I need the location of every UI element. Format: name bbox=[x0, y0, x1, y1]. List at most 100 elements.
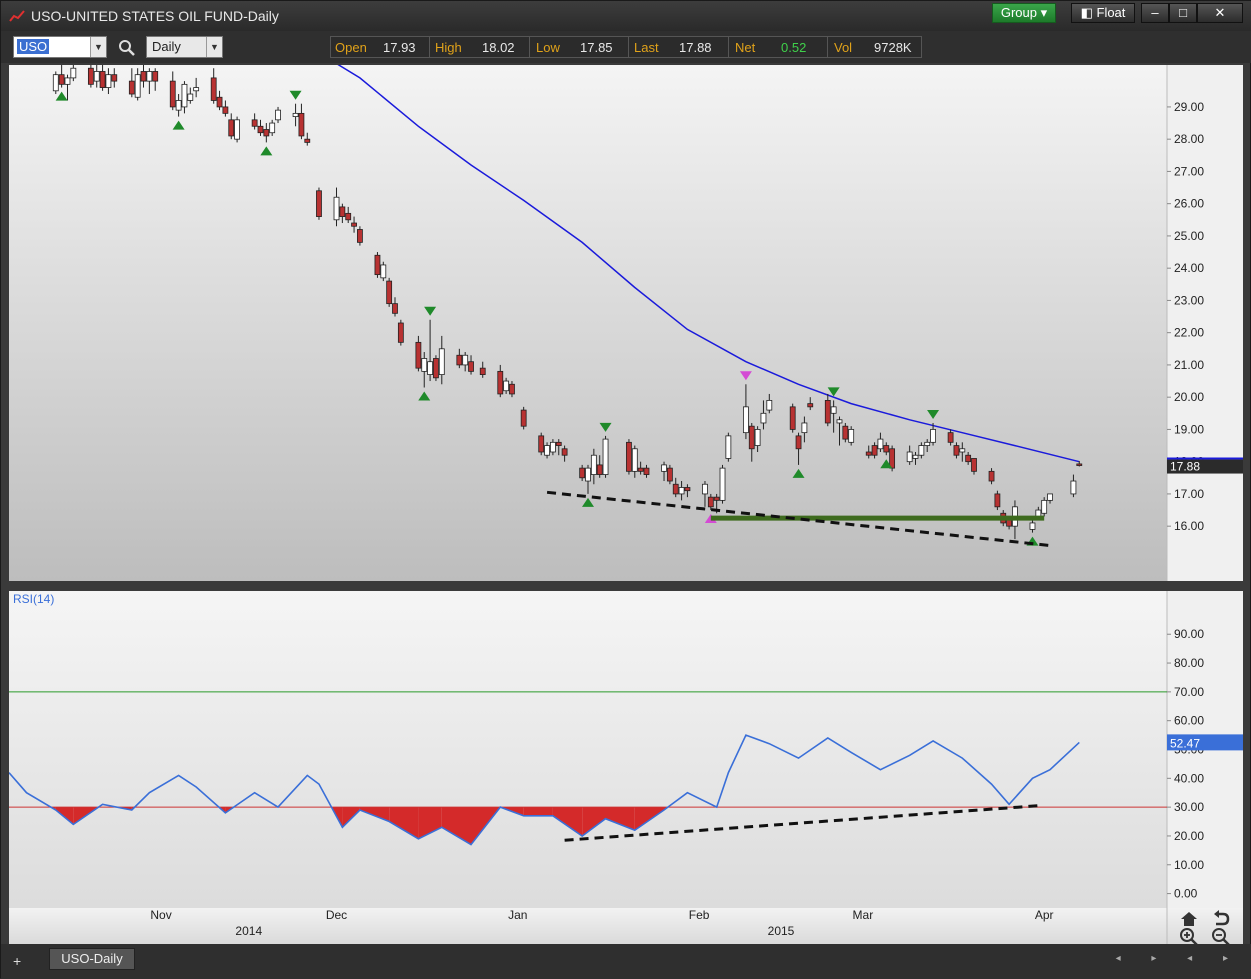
group-button[interactable]: Group ▾ bbox=[992, 3, 1056, 23]
title-bar: USO-UNITED STATES OIL FUND-Daily Group ▾… bbox=[1, 1, 1251, 31]
candle-body bbox=[1070, 480, 1077, 495]
candle-body bbox=[456, 354, 463, 366]
candle-body bbox=[725, 435, 732, 459]
candle-body bbox=[994, 493, 1001, 508]
candle-body bbox=[357, 229, 363, 243]
rsi-line bbox=[8, 734, 1080, 846]
marker-up bbox=[55, 91, 68, 101]
marker-down bbox=[424, 306, 437, 316]
candle-body bbox=[316, 190, 322, 217]
x-axis[interactable]: Nov Dec Jan Feb Mar Apr 2014 2015 bbox=[9, 908, 1243, 946]
year-label: 2014 bbox=[235, 924, 262, 938]
candle-body bbox=[906, 451, 913, 463]
candle-body bbox=[99, 71, 106, 88]
candle-body bbox=[626, 441, 632, 472]
candle-body bbox=[1006, 519, 1012, 527]
candle-body bbox=[754, 429, 761, 446]
float-button[interactable]: ◧ Float bbox=[1071, 3, 1135, 23]
price-chart[interactable]: 16.0017.0018.0019.0020.0021.0022.0023.00… bbox=[9, 45, 1243, 581]
candle-body bbox=[713, 496, 720, 501]
month-label: Feb bbox=[689, 908, 710, 922]
candle-body bbox=[111, 74, 118, 82]
price-tick-label: 21.00 bbox=[1174, 358, 1204, 372]
candle-body bbox=[433, 358, 439, 379]
symbol-text: USO bbox=[17, 39, 50, 54]
candle-body bbox=[988, 470, 995, 482]
candle-body bbox=[836, 419, 843, 424]
price-panel[interactable]: 16.0017.0018.0019.0020.0021.0022.0023.00… bbox=[9, 45, 1243, 581]
close-button[interactable]: ✕ bbox=[1197, 3, 1243, 23]
candle-body bbox=[298, 112, 305, 137]
chevron-down-icon[interactable]: ▼ bbox=[90, 37, 106, 57]
price-tick-label: 19.00 bbox=[1174, 422, 1204, 436]
symbol-input[interactable]: USO ▼ bbox=[13, 36, 107, 58]
maximize-button[interactable]: □ bbox=[1169, 3, 1197, 23]
minimize-button[interactable]: – bbox=[1141, 3, 1169, 23]
candle-body bbox=[152, 71, 159, 82]
candle-body bbox=[789, 406, 796, 430]
candle-body bbox=[1035, 509, 1042, 517]
tab-uso-daily[interactable]: USO-Daily bbox=[49, 948, 135, 970]
chevron-down-icon[interactable]: ▼ bbox=[206, 37, 222, 57]
rsi-oversold-fill bbox=[582, 807, 606, 836]
rsi-panel[interactable]: 0.0010.0020.0030.0040.0050.0060.0070.008… bbox=[8, 591, 1243, 908]
candle-body bbox=[555, 441, 562, 446]
marker-up bbox=[582, 497, 594, 507]
rsi-chart[interactable]: 0.0010.0020.0030.0040.0050.0060.0070.008… bbox=[8, 591, 1243, 908]
zoom-out-icon[interactable] bbox=[1210, 926, 1232, 946]
candle-body bbox=[1047, 493, 1053, 501]
candle-body bbox=[871, 445, 878, 456]
rsi-oversold-fill bbox=[605, 807, 635, 831]
candle-body bbox=[128, 80, 135, 95]
rsi-title: RSI(14) bbox=[13, 592, 54, 606]
undo-icon[interactable] bbox=[1210, 909, 1232, 929]
candle-body bbox=[748, 425, 755, 450]
rsi-tick-label: 90.00 bbox=[1174, 627, 1204, 641]
period-select[interactable]: Daily ▼ bbox=[146, 36, 223, 58]
candle-body bbox=[438, 348, 445, 375]
candle-body bbox=[169, 80, 176, 108]
price-tick-label: 17.00 bbox=[1174, 487, 1204, 501]
price-tick-label: 20.00 bbox=[1174, 390, 1204, 404]
candle-body bbox=[503, 380, 510, 392]
candle-body bbox=[707, 496, 714, 508]
month-label: Apr bbox=[1035, 908, 1054, 922]
open-value: 17.93 bbox=[383, 40, 416, 55]
vol-value: 9728K bbox=[874, 40, 912, 55]
candle-body bbox=[415, 341, 422, 369]
candle-body bbox=[52, 74, 59, 92]
float-label: Float bbox=[1096, 5, 1126, 20]
candle-body bbox=[468, 361, 474, 372]
add-tab-button[interactable]: + bbox=[13, 953, 22, 969]
candle-body bbox=[70, 67, 77, 79]
candle-body bbox=[181, 83, 188, 108]
open-label: Open bbox=[335, 40, 367, 55]
year-label: 2015 bbox=[768, 924, 795, 938]
price-axis-bg bbox=[1167, 65, 1243, 581]
candle-body bbox=[544, 445, 550, 456]
candle-body bbox=[397, 322, 404, 343]
home-icon[interactable] bbox=[1178, 909, 1200, 929]
window-title: USO-UNITED STATES OIL FUND-Daily bbox=[31, 8, 279, 24]
candle-body bbox=[222, 106, 229, 114]
search-icon[interactable] bbox=[118, 39, 136, 57]
candle-body bbox=[228, 119, 235, 137]
candle-body bbox=[64, 77, 71, 85]
rsi-tick-label: 60.00 bbox=[1174, 714, 1204, 728]
marker-up bbox=[260, 146, 273, 156]
candle-body bbox=[462, 354, 469, 366]
zoom-in-icon[interactable] bbox=[1178, 926, 1200, 946]
panel-divider[interactable] bbox=[9, 581, 1243, 591]
marker-down bbox=[927, 409, 940, 419]
candle-body bbox=[339, 206, 346, 217]
candle-body bbox=[848, 429, 855, 443]
candle-body bbox=[374, 254, 381, 276]
candle-body bbox=[497, 370, 504, 395]
candle-body bbox=[257, 125, 264, 134]
candle-body bbox=[661, 464, 667, 472]
nav-arrows-icon[interactable]: ◂ ▸ ◂ ▸ bbox=[1115, 953, 1242, 964]
price-tick-label: 22.00 bbox=[1174, 326, 1204, 340]
candle-body bbox=[550, 441, 556, 453]
separator bbox=[529, 37, 530, 57]
